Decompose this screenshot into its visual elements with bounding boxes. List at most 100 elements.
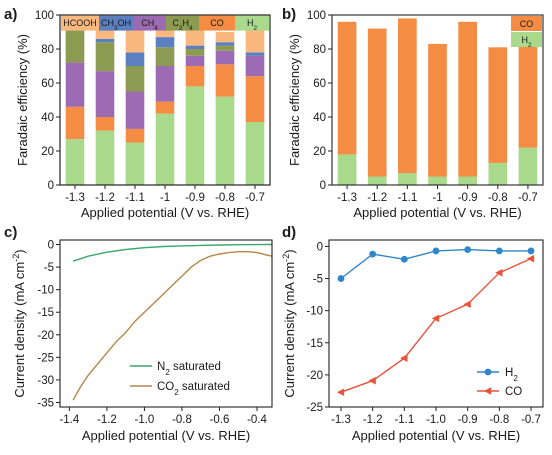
panel-a-ylabel: Faradaic efficiency (%) <box>15 34 30 166</box>
panel-a-bar-h2 <box>185 86 205 185</box>
panel-a-bar-ch4 <box>155 47 175 66</box>
panel-d-point-h2 <box>495 247 503 255</box>
panel-a-xtick-label: -1.3 <box>65 192 85 204</box>
panel-a-xtick-label: -0.9 <box>185 192 205 204</box>
panel-a-xtick-label: -1 <box>160 192 170 204</box>
panel-a-bar-ch4 <box>185 49 205 56</box>
panel-a-bar-ch4 <box>215 45 235 51</box>
panel-b-bar-co <box>367 28 387 177</box>
panel-d-legend-marker-h2 <box>484 368 492 376</box>
panel-label-c: c) <box>4 224 17 241</box>
panel-a-bar-ch4 <box>125 66 145 92</box>
panel-a-bar-co <box>215 64 235 97</box>
panel-a-xtick-label: -0.7 <box>245 192 265 204</box>
panel-c-xtick-label: -1.0 <box>135 414 155 426</box>
panel-b-bar-co <box>458 21 477 177</box>
panel-d-point-h2 <box>432 247 440 255</box>
panel-a-bar-ch3oh <box>215 42 235 46</box>
panel-d-point-co <box>431 314 440 323</box>
panel-label-b: b) <box>282 6 296 23</box>
panel-b-legend-swatch-co <box>511 16 542 31</box>
panel-b-axes-frame <box>331 14 544 186</box>
panel-b-bar-co <box>428 43 447 177</box>
panel-a-bar-ch3oh <box>185 45 205 49</box>
panel-a-ytick-label: 0 <box>48 180 54 192</box>
panel-d-ytick-label: -25 <box>306 402 323 414</box>
panel-d-point-co <box>495 268 503 277</box>
panel-b-bar-h2 <box>337 154 357 185</box>
panel-b-ytick-label: 80 <box>313 44 326 56</box>
panel-a-bar-ch3oh <box>245 52 265 56</box>
panel-a-bar-ch3oh <box>95 38 115 43</box>
panel-a-bar-h2 <box>215 96 235 185</box>
panel-d-xlabel: Applied potential (V vs. RHE) <box>352 428 520 443</box>
panel-a-legend-h2: H2 <box>247 18 258 32</box>
panel-b-ytick-label: 40 <box>313 112 326 124</box>
panel-a-legend-swatch-h2 <box>235 15 269 31</box>
panel-b-bar-co <box>488 47 508 163</box>
panel-a-ytick-label: 80 <box>41 44 54 56</box>
panel-d-xtick-label: -1.1 <box>394 414 414 426</box>
panel-a-bar-ch4 <box>95 42 115 72</box>
panel-c-legend-n2: N2 saturated <box>157 361 221 377</box>
panel-d-legend-co: CO <box>505 386 522 398</box>
panel-b-bar-co <box>398 18 417 174</box>
panel-d-ytick-label: -10 <box>306 306 323 318</box>
panel-d-ytick-label: -20 <box>306 370 323 382</box>
panel-a-bar-h2 <box>125 142 145 185</box>
panel-d-point-co <box>463 300 471 309</box>
panel-c-ytick-label: -35 <box>37 397 54 409</box>
panel-d-point-h2 <box>337 275 345 282</box>
panel-b-xtick-label: -1 <box>432 192 442 204</box>
panel-a-bar-c2h4 <box>245 55 265 77</box>
panel-c-ytick-label: 0 <box>48 240 54 252</box>
panel-b-bar-h2 <box>518 147 538 185</box>
panel-a-xtick-label: -0.8 <box>215 192 235 204</box>
panel-a-bar-hcooh <box>95 28 115 39</box>
panel-label-d: d) <box>282 224 296 241</box>
panel-a-legend-swatch-ch3oh <box>99 15 133 31</box>
panel-a-bar-co <box>125 128 145 143</box>
panel-c-ytick-label: -5 <box>44 262 54 274</box>
panel-a-bar-co <box>65 106 85 140</box>
panel-b-bar-h2 <box>458 176 477 185</box>
panel-a-legend-ch3oh: CH3OH <box>101 18 131 32</box>
panel-c-line-co2 <box>72 251 273 401</box>
panel-a-bar-c2h4 <box>95 71 115 117</box>
panel-d-point-co <box>400 354 408 362</box>
panel-a-bar-c2h4 <box>125 91 145 129</box>
panel-c-xlabel: Applied potential (V vs. RHE) <box>82 428 250 443</box>
panel-a-bar-ch3oh <box>125 52 145 66</box>
panel-a-legend-swatch-co <box>199 15 235 31</box>
panel-a-bar-hcooh <box>215 32 235 43</box>
panel-b-xtick-label: -0.7 <box>518 192 538 204</box>
panel-a-bar-h2 <box>155 113 175 185</box>
panel-c-legend-co2: CO2 saturated <box>157 381 230 397</box>
panel-d-point-h2 <box>400 255 408 263</box>
panel-d-point-co <box>526 254 535 263</box>
panel-a-bar-ch4 <box>65 30 85 63</box>
panel-a-bar-c2h4 <box>155 66 175 102</box>
panel-b-legend-swatch-h2 <box>511 32 542 47</box>
panel-d-ytick-label: -5 <box>313 274 323 286</box>
panel-c-axes-frame <box>59 239 273 408</box>
panel-a-bar-h2 <box>245 122 265 185</box>
panel-b-xtick-label: -1.2 <box>367 192 387 204</box>
panel-b-ylabel: Faradaic efficiency (%) <box>287 34 302 166</box>
panel-a-bar-c2h4 <box>215 50 235 65</box>
panel-c-xtick-label: -0.6 <box>210 414 230 426</box>
panel-c-xtick-label: -1.2 <box>97 414 117 426</box>
panel-a-ytick-label: 60 <box>41 78 54 90</box>
panel-d-xtick-label: -0.7 <box>521 414 541 426</box>
panel-c-line-n2 <box>72 243 273 262</box>
panel-b-xtick-label: -1.3 <box>337 192 357 204</box>
panel-d-ytick-label: -15 <box>306 338 323 350</box>
panel-a-xtick-label: -1.1 <box>125 192 145 204</box>
panel-a-bar-h2 <box>95 130 115 185</box>
panel-a-legend-swatch-c2h4 <box>166 15 199 31</box>
panel-a-bar-co <box>155 101 175 114</box>
panel-a-ytick-label: 20 <box>41 146 54 158</box>
panel-d-point-h2 <box>527 247 535 255</box>
panel-d-line-co <box>340 257 532 393</box>
